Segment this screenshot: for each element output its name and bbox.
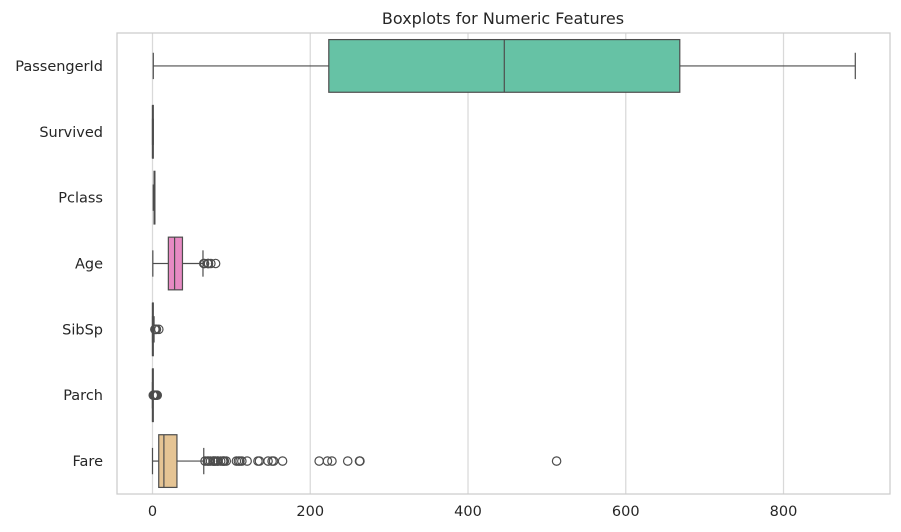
- outlier-point: [152, 390, 163, 401]
- outlier-point: [199, 258, 210, 269]
- x-tick-label-800: 800: [770, 504, 798, 520]
- x-tick-label-0: 0: [148, 504, 157, 520]
- box-survived: [151, 104, 154, 159]
- outlier-point: [237, 456, 247, 466]
- box-iqr: [158, 434, 178, 489]
- y-tick-label-pclass: Pclass: [58, 191, 103, 207]
- x-tick-label-400: 400: [454, 504, 482, 520]
- box-passengerid: [152, 38, 856, 93]
- y-tick-label-passengerid: PassengerId: [15, 59, 103, 75]
- x-tick-label-200: 200: [296, 504, 324, 520]
- outlier-point: [242, 456, 252, 466]
- box-fare: [151, 434, 562, 489]
- box-sibsp: [150, 302, 164, 357]
- outlier-point: [314, 456, 324, 466]
- boxes-layer: [148, 38, 856, 489]
- outlier-point: [205, 456, 216, 466]
- outlier-point: [551, 456, 562, 466]
- grid-lines: [151, 33, 785, 494]
- outlier-point: [277, 456, 288, 466]
- outlier-point: [322, 456, 333, 466]
- outlier-point: [151, 324, 162, 335]
- box-age: [152, 236, 221, 291]
- y-tick-label-sibsp: SibSp: [62, 322, 103, 338]
- plot-frame: [116, 32, 891, 495]
- x-tick-labels: 0 200 400 600 800: [148, 504, 797, 520]
- box-pclass: [152, 170, 156, 225]
- box-iqr: [167, 236, 184, 291]
- outlier-point: [154, 324, 164, 335]
- outlier-point: [210, 258, 221, 269]
- y-tick-label-age: Age: [75, 257, 103, 273]
- x-tick-label-600: 600: [612, 504, 640, 520]
- box-parch: [148, 368, 163, 423]
- outlier-point: [206, 258, 216, 269]
- chart-title: Boxplots for Numeric Features: [382, 9, 624, 28]
- outlier-point: [221, 456, 232, 466]
- y-tick-label-parch: Parch: [63, 388, 103, 404]
- outlier-point: [342, 456, 353, 466]
- y-tick-labels: PassengerId Survived Pclass Age SibSp Parch Fa…: [15, 59, 103, 470]
- y-tick-label-survived: Survived: [39, 125, 103, 141]
- outlier-point: [263, 456, 273, 466]
- outlier-point: [327, 456, 337, 466]
- y-tick-label-fare: Fare: [73, 454, 104, 470]
- outlier-point: [203, 258, 214, 269]
- outlier-point: [355, 456, 365, 466]
